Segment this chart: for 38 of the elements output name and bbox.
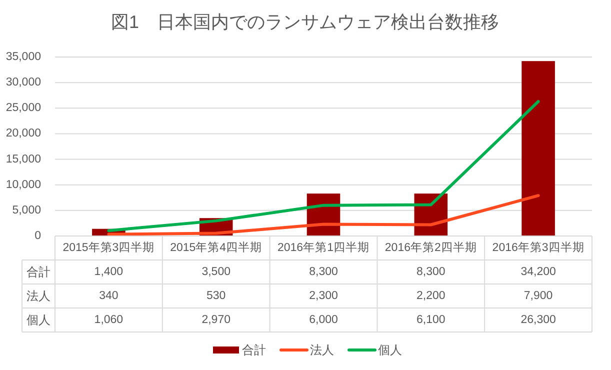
data-label: 6,100 (416, 314, 446, 326)
data-label: 6,000 (309, 314, 338, 326)
data-label: 8,300 (309, 266, 338, 278)
y-tick-label: 0 (34, 230, 41, 242)
y-tick-label: 25,000 (6, 102, 41, 114)
data-label: 1,400 (94, 266, 124, 278)
legend-label: 合計 (242, 343, 266, 357)
data-label: 34,200 (520, 266, 556, 278)
data-label: 8,300 (416, 266, 446, 278)
data-label: 3,500 (202, 266, 230, 278)
chart-title: 図1 日本国内でのランサムウェア検出台数推移 (110, 12, 500, 32)
data-label: 26,300 (520, 314, 556, 326)
text: 合計 (26, 265, 50, 279)
bar (522, 61, 555, 236)
y-tick-label: 30,000 (6, 76, 41, 89)
x-tick-label: 2016年第2四半期 (384, 241, 477, 254)
data-label: 1,060 (94, 314, 124, 326)
y-tick-label: 10,000 (6, 178, 41, 191)
line-series (107, 100, 540, 232)
data-label: 7,900 (524, 290, 553, 302)
data-label: 530 (206, 290, 226, 302)
y-tick-label: 15,000 (6, 153, 41, 166)
text: 個人 (26, 313, 50, 327)
data-label: 2,970 (202, 314, 230, 326)
legend-label: 個人 (378, 343, 402, 357)
legend-label: 法人 (310, 343, 334, 357)
data-label: 340 (99, 290, 118, 302)
x-tick-label: 2016年第3四半期 (492, 241, 584, 254)
line-series (107, 194, 540, 236)
data-label: 2,200 (416, 290, 446, 302)
x-tick-label: 2015年第3四半期 (62, 241, 155, 254)
x-tick-label: 2015年第4四半期 (170, 241, 262, 254)
y-tick-label: 5,000 (12, 204, 41, 216)
data-label: 2,300 (309, 290, 338, 302)
text: 法人 (26, 289, 50, 303)
y-tick-label: 20,000 (6, 128, 41, 140)
x-tick-label: 2016年第1四半期 (278, 241, 370, 254)
y-tick-label: 35,000 (6, 51, 41, 63)
